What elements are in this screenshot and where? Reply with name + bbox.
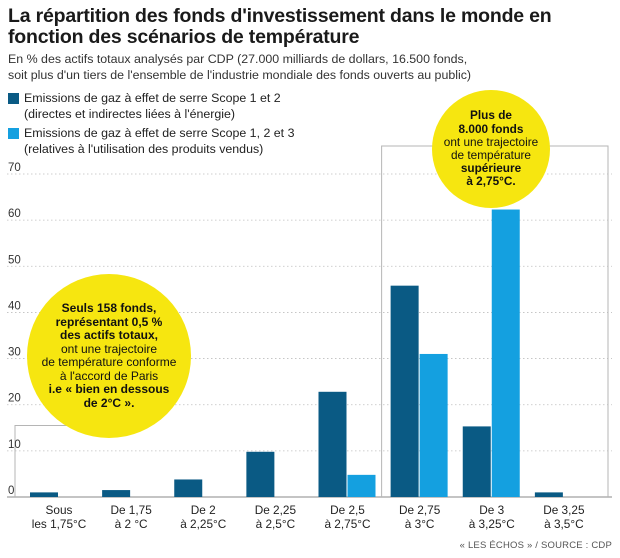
callout-right-text-1: ont une trajectoire <box>443 134 539 149</box>
legend-swatch-scope-1-2 <box>8 93 19 104</box>
callout-left-text-3: à l'accord de Paris <box>59 368 159 383</box>
bar-layer <box>30 209 563 497</box>
x-category-label: à 2,25°C <box>180 517 227 531</box>
bar-s2-c7 <box>491 209 520 497</box>
legend-item-scope-1-2: Emissions de gaz à effet de serre Scope … <box>8 91 408 122</box>
callout-right-bold-3: supérieure <box>460 161 522 176</box>
legend-label-scope-1-2-3: Emissions de gaz à effet de serre Scope … <box>24 126 295 140</box>
bar-s1-c5 <box>318 391 347 497</box>
bar-s1-c7 <box>462 426 491 497</box>
callout-left-text-2: de température conforme <box>41 355 177 369</box>
source-credit: « LES ÉCHOS » / SOURCE : CDP <box>459 540 612 551</box>
callout-left-bold-1: Seuls 158 fonds, <box>61 301 157 315</box>
bar-s1-c4 <box>246 451 275 497</box>
x-category-label: De 2,75 <box>399 503 441 517</box>
legend-label-scope-1-2: Emissions de gaz à effet de serre Scope … <box>24 91 281 105</box>
x-category-label: De 2,5 <box>330 503 365 517</box>
x-category-label: les 1,75°C <box>32 517 87 531</box>
callout-left-bold-4: i.e « bien en dessous <box>48 382 170 396</box>
x-category-label: De 3,25 <box>543 503 585 517</box>
y-tick-label: 30 <box>8 347 21 359</box>
y-tick-label: 50 <box>8 254 21 266</box>
callout-above-2-75: Plus de 8.000 fonds ont une trajectoire … <box>432 90 550 208</box>
x-category-label: Sous <box>46 503 73 517</box>
x-category-label: De 3 <box>479 503 504 517</box>
subtitle-line-1: En % des actifs totaux analysés par CDP … <box>8 52 468 66</box>
legend: Emissions de gaz à effet de serre Scope … <box>8 91 408 161</box>
bar-s1-c3 <box>174 479 203 497</box>
legend-swatch-scope-1-2-3 <box>8 128 19 139</box>
x-category-label: De 2 <box>191 503 216 517</box>
legend-item-scope-1-2-3: Emissions de gaz à effet de serre Scope … <box>8 126 408 157</box>
subtitle-line-2: soit plus d'un tiers de l'ensemble de l'… <box>8 68 472 82</box>
callout-left-text-1: ont une trajectoire <box>60 341 158 356</box>
bar-s1-c8 <box>534 492 563 497</box>
y-tick-label: 60 <box>8 208 21 220</box>
callout-right-bold-4: à 2,75°C. <box>466 174 516 189</box>
y-tick-label: 20 <box>8 393 21 405</box>
callout-left-bold-2: représentant 0,5 % <box>55 314 163 329</box>
callout-paris-aligned: Seuls 158 fonds, représentant 0,5 % des … <box>27 274 191 438</box>
bar-s1-c6 <box>390 285 419 497</box>
callout-right-text-2: de température <box>450 148 531 162</box>
legend-detail-scope-1-2: (directes et indirectes liées à l'énergi… <box>24 106 236 121</box>
y-tick-label: 70 <box>8 162 21 174</box>
x-category-label: à 3°C <box>405 517 435 531</box>
bracket-below-1-75 <box>14 424 94 497</box>
x-category-label: à 2,5°C <box>256 517 296 531</box>
callout-left-bold-3: des actifs totaux, <box>59 328 159 342</box>
legend-detail-scope-1-2-3: (relatives à l'utilisation des produits … <box>24 141 264 156</box>
x-category-label: à 3,5°C <box>544 517 584 531</box>
y-tick-label: 0 <box>8 485 14 497</box>
x-category-label: De 2,25 <box>255 503 297 517</box>
callout-right-bold-2: 8.000 fonds <box>458 121 524 136</box>
callout-right-bold-1: Plus de <box>470 108 512 123</box>
x-category-label: à 2 °C <box>115 517 148 531</box>
bar-s1-c2 <box>102 490 131 497</box>
y-tick-label: 10 <box>8 439 21 451</box>
bar-s2-c5 <box>347 474 376 497</box>
x-category-label: à 2,75°C <box>324 517 371 531</box>
x-category-label: à 3,25°C <box>469 517 516 531</box>
chart-subtitle: En % des actifs totaux analysés par CDP … <box>8 51 612 83</box>
callout-left-bold-5: de 2°C ». <box>83 395 135 410</box>
bar-s2-c6 <box>419 353 448 497</box>
bar-s1-c1 <box>30 492 58 497</box>
y-tick-label: 40 <box>8 300 21 312</box>
chart-title: La répartition des fonds d'investissemen… <box>8 5 552 48</box>
x-category-label: De 1,75 <box>110 503 152 517</box>
